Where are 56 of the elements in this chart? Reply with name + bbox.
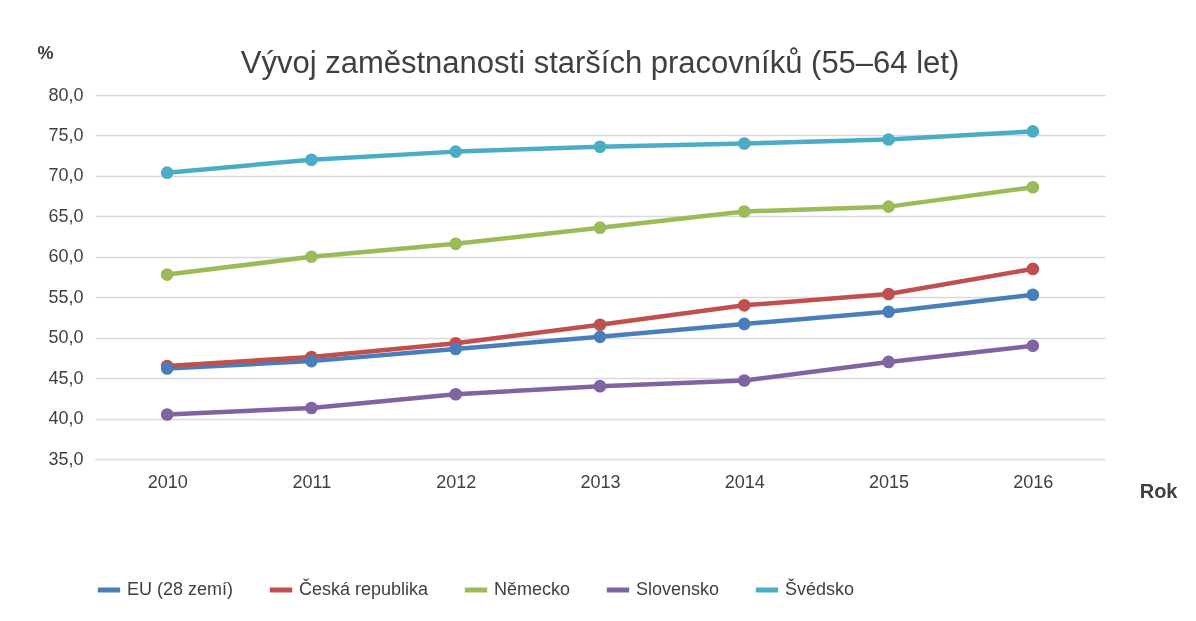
point xyxy=(305,250,318,264)
point xyxy=(1026,180,1040,194)
point xyxy=(1026,288,1040,302)
y-tick-label: 70,0 xyxy=(48,165,84,186)
point xyxy=(160,268,174,281)
point xyxy=(737,137,751,150)
x-tick-label: 2015 xyxy=(869,471,910,492)
point xyxy=(882,355,895,369)
chart-title: Vývoj zaměstnanosti starších pracovníků (55–64 let) xyxy=(240,45,960,80)
legend-label: Švédsko xyxy=(785,578,855,599)
point xyxy=(449,387,463,401)
y-tick-label: 50,0 xyxy=(48,327,84,348)
x-tick-label: 2016 xyxy=(1013,471,1054,492)
y-tick-label: 55,0 xyxy=(48,286,84,307)
legend-label: Česká republika xyxy=(299,578,430,599)
y-tick-label: 75,0 xyxy=(48,124,84,145)
x-tick-label: 2013 xyxy=(580,471,621,492)
point xyxy=(882,133,895,146)
point xyxy=(593,140,607,154)
point xyxy=(449,342,463,356)
point xyxy=(882,287,895,301)
point xyxy=(305,153,318,167)
x-tick-label: 2010 xyxy=(147,471,188,492)
point xyxy=(882,305,895,319)
point xyxy=(882,200,895,213)
point xyxy=(305,401,318,415)
y-tick-label: 45,0 xyxy=(48,367,84,388)
point xyxy=(449,237,463,251)
point xyxy=(593,379,607,393)
x-tick-label: 2011 xyxy=(292,471,332,492)
y-axis-title: % xyxy=(37,42,54,63)
point xyxy=(737,299,751,312)
point xyxy=(593,318,607,332)
y-tick-label: 80,0 xyxy=(48,84,84,105)
x-axis-title: Rok xyxy=(1139,479,1179,502)
point xyxy=(1026,125,1040,138)
point xyxy=(160,408,174,421)
y-tick-label: 60,0 xyxy=(48,246,84,267)
x-tick-label: 2012 xyxy=(436,471,477,492)
point xyxy=(737,317,751,331)
y-tick-label: 35,0 xyxy=(48,448,84,469)
point xyxy=(1026,339,1040,353)
legend-label: Slovensko xyxy=(636,579,720,599)
point xyxy=(737,374,751,387)
legend-label: EU (28 zemí) xyxy=(127,579,234,599)
point xyxy=(449,145,463,158)
point xyxy=(305,354,318,368)
point xyxy=(593,221,607,234)
point xyxy=(593,330,607,344)
y-tick-label: 65,0 xyxy=(48,205,84,226)
point xyxy=(1026,262,1040,276)
point xyxy=(737,205,751,218)
point xyxy=(160,166,174,179)
legend-label: Německo xyxy=(494,579,571,599)
x-tick-label: 2014 xyxy=(724,471,765,492)
y-tick-label: 40,0 xyxy=(48,408,84,429)
